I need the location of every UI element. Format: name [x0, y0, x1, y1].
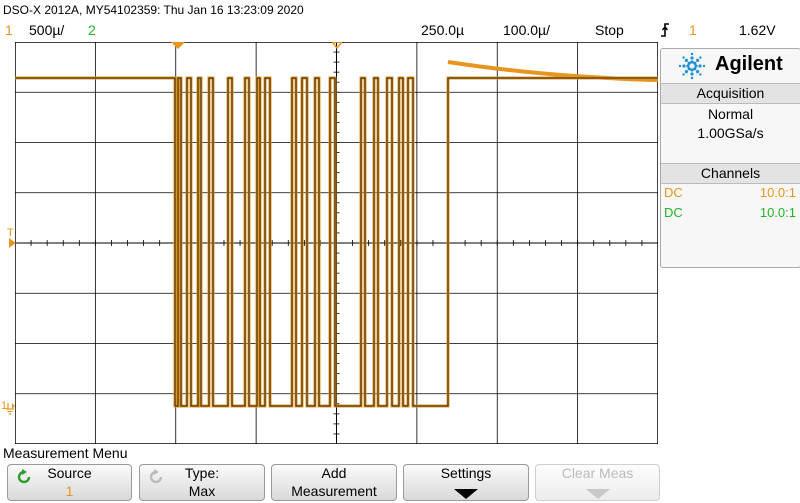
spark-dot	[693, 61, 697, 65]
ch2-coupling: DC	[664, 205, 683, 220]
spark-dot	[690, 68, 694, 72]
source-softkey[interactable]: Source 1	[7, 464, 132, 501]
spark-dot	[686, 64, 690, 68]
spark-dot	[687, 67, 691, 71]
clear-meas-label: Clear Meas	[561, 465, 634, 481]
trigger-channel[interactable]: 1	[689, 22, 697, 38]
spark-dot	[690, 72, 694, 76]
rotate-knob-icon	[17, 469, 31, 484]
type-value: Max	[188, 483, 216, 499]
ch2-probe: 10.0:1	[759, 205, 796, 220]
window-title: DSO-X 2012A, MY54102359: Thu Jan 16 13:2…	[3, 3, 304, 17]
ground-icon	[6, 403, 15, 415]
spark-dot	[696, 58, 700, 62]
add-measurement-line1: Add	[321, 465, 347, 481]
spark-dot	[682, 64, 686, 68]
spark-dot	[690, 60, 694, 64]
clear-meas-softkey[interactable]: Clear Meas	[535, 464, 660, 501]
rotate-knob-icon	[149, 469, 163, 484]
ch2-label[interactable]: 2	[88, 22, 96, 38]
acquisition-title: Acquisition	[661, 83, 800, 104]
channels-title: Channels	[661, 163, 800, 184]
trigger-level-arrow-icon	[9, 238, 16, 248]
menu-title: Measurement Menu	[3, 445, 128, 461]
trigger-edge-icon	[661, 23, 669, 37]
spark-dot	[684, 70, 688, 74]
trigger-position-marker[interactable]	[171, 42, 185, 50]
type-label: Type:	[184, 465, 220, 481]
spark-dot	[678, 64, 682, 68]
add-measurement-line2: Measurement	[291, 483, 377, 499]
ch1-label[interactable]: 1	[5, 22, 13, 38]
spark-dot	[694, 64, 698, 68]
spark-dot	[682, 56, 685, 59]
settings-label: Settings	[440, 465, 492, 481]
spark-dot	[702, 64, 706, 68]
arrow-down-icon	[454, 489, 478, 499]
ch1-ground-marker[interactable]: 1	[1, 400, 8, 412]
add-measurement-softkey[interactable]: Add Measurement	[271, 464, 397, 501]
info-panel: Agilent Acquisition Normal 1.00GSa/s Cha…	[660, 48, 800, 268]
time-reference-marker	[332, 42, 342, 50]
ch1-probe: 10.0:1	[759, 185, 796, 200]
source-value: 1	[65, 483, 74, 499]
spark-dot	[687, 61, 691, 65]
trace-shadow	[15, 77, 658, 407]
trigger-level-marker[interactable]: T	[7, 227, 14, 239]
run-state[interactable]: Stop	[595, 22, 624, 38]
brand-logo-text: Agilent	[715, 53, 783, 75]
trace-decay-tail	[447, 60, 659, 82]
spark-dot	[690, 52, 694, 56]
spark-dot	[698, 64, 702, 68]
time-reference[interactable]: 100.0µ/	[503, 22, 550, 38]
waveform-display[interactable]	[14, 41, 659, 445]
time-scale[interactable]: 250.0µ	[421, 22, 465, 38]
spark-dot	[690, 76, 694, 80]
spark-dot	[696, 70, 700, 74]
trigger-level[interactable]: 1.62V	[739, 22, 776, 38]
sample-rate: 1.00GSa/s	[697, 125, 764, 141]
type-softkey[interactable]: Type: Max	[139, 464, 265, 501]
settings-softkey[interactable]: Settings	[403, 464, 529, 501]
arrow-down-icon	[585, 489, 610, 499]
spark-dot	[690, 56, 694, 60]
source-label: Source	[47, 465, 92, 481]
ch1-coupling: DC	[664, 185, 683, 200]
channel1-trace	[15, 60, 659, 408]
acquisition-mode: Normal	[707, 106, 754, 122]
ch1-scale[interactable]: 500µ/	[29, 22, 65, 38]
agilent-spark-icon	[678, 52, 706, 80]
spark-dot	[682, 73, 685, 76]
spark-dot	[699, 56, 702, 59]
spark-dot	[693, 67, 697, 71]
spark-dot	[699, 73, 702, 76]
spark-dot	[684, 58, 688, 62]
